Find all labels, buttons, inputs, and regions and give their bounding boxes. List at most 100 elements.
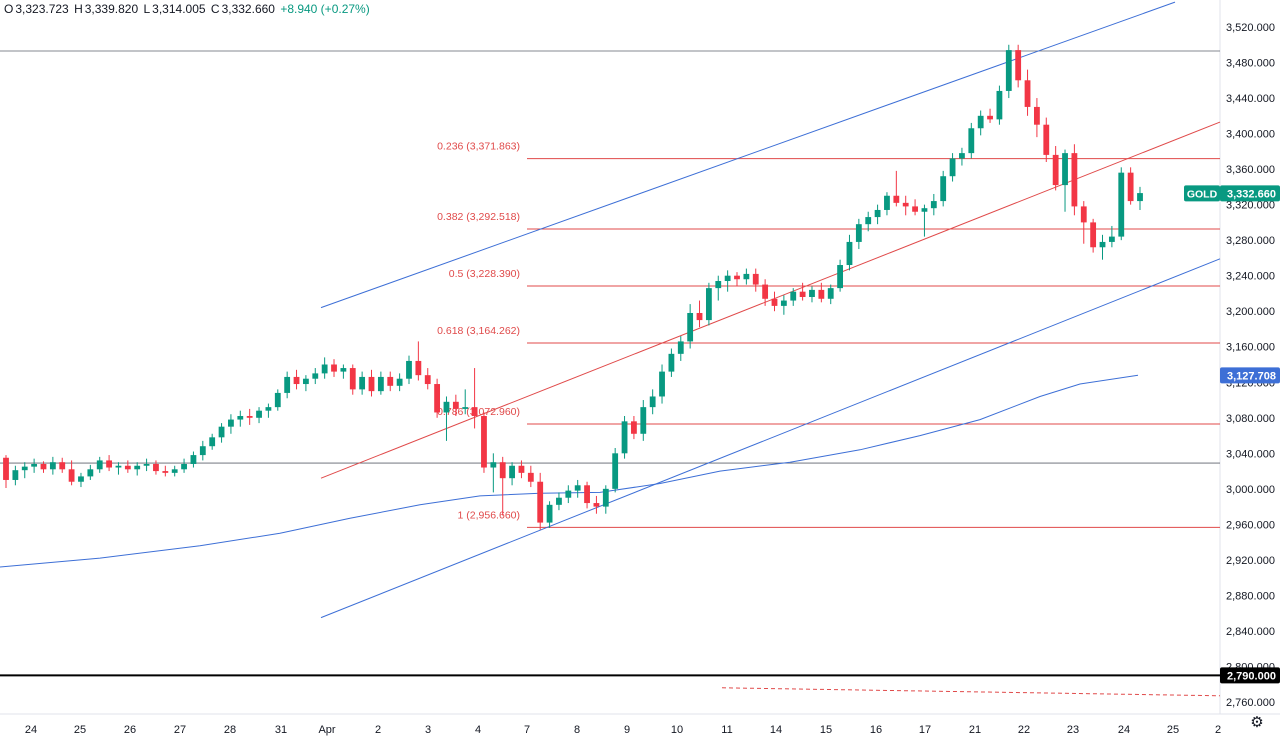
candle-body	[762, 284, 769, 299]
candle	[228, 414, 234, 434]
time-tick-label: 28	[224, 724, 236, 736]
candle-body	[237, 416, 244, 420]
moving-average-line	[0, 374, 1139, 568]
candle	[734, 272, 740, 287]
candle	[481, 412, 487, 473]
candle	[452, 394, 459, 417]
candle	[640, 400, 647, 441]
candle	[771, 291, 778, 312]
candle-body	[602, 488, 609, 507]
candle-body	[349, 368, 356, 390]
fib-level-label: 0.5 (3,228.390)	[449, 268, 520, 280]
candle	[865, 211, 872, 232]
candle	[415, 341, 422, 381]
candle-body	[415, 360, 422, 376]
candle-body	[584, 485, 590, 504]
candle	[134, 462, 141, 476]
ma-price-label: 3,127.708	[1227, 370, 1276, 382]
open-label: O	[4, 2, 14, 16]
fib-retracement: 0.236 (3,371.863) 0.382 (3,292.518) 0.5 (3…	[437, 141, 1220, 528]
candle	[1062, 149, 1068, 212]
candle	[359, 371, 366, 395]
price-tick-label: 3,480.000	[1226, 58, 1275, 70]
candle	[349, 364, 356, 395]
candle-body	[621, 421, 628, 454]
candle-body	[153, 463, 159, 472]
candle	[537, 472, 544, 530]
candle	[1080, 201, 1087, 244]
candle-body	[574, 485, 581, 491]
candle	[199, 440, 206, 461]
candle	[1005, 44, 1012, 99]
channel-upper-line	[320, 1, 1176, 309]
symbol-tag: GOLD	[1187, 188, 1218, 200]
candle-body	[406, 360, 412, 379]
candle-body	[1118, 172, 1125, 237]
candle	[940, 170, 947, 207]
candle	[115, 462, 122, 475]
candle-body	[987, 115, 993, 120]
candle	[153, 460, 159, 475]
candle-body	[481, 416, 487, 468]
candle	[265, 403, 272, 418]
candle	[302, 375, 309, 392]
candle-body	[302, 378, 309, 385]
low-label: L	[143, 2, 151, 16]
candle	[368, 369, 375, 397]
time-tick-label: 11	[721, 724, 732, 736]
candle-body	[124, 465, 131, 470]
candle-body	[387, 376, 394, 386]
candle	[462, 389, 469, 415]
price-axis: 3,520.000 3,480.000 3,440.000 3,400.000 3,36…	[1226, 22, 1275, 709]
gear-icon[interactable]: ⚙	[1250, 714, 1264, 731]
candle	[687, 304, 694, 349]
price-tick-label: 2,840.000	[1226, 626, 1275, 638]
candle	[1127, 167, 1134, 205]
candle	[21, 462, 28, 479]
candle	[677, 336, 684, 361]
candle	[1137, 186, 1143, 210]
candle-body	[809, 289, 815, 297]
candle	[724, 270, 731, 292]
candle-body	[331, 364, 337, 372]
candle	[602, 485, 609, 514]
candle	[837, 259, 844, 292]
price-tick-label: 3,160.000	[1226, 342, 1275, 354]
candle	[1015, 44, 1022, 88]
candle-body	[902, 202, 909, 207]
candle-body	[921, 208, 928, 212]
candle	[705, 282, 712, 326]
candle	[106, 455, 112, 472]
candle-body	[424, 375, 431, 385]
dashed-trend-line	[721, 687, 1221, 697]
candle-body	[31, 463, 38, 467]
candle-body	[893, 195, 900, 203]
time-tick-label: Apr	[318, 724, 335, 736]
candle-body	[293, 376, 300, 385]
candle-body	[190, 455, 197, 464]
change-value: +8.940 (+0.27%)	[280, 2, 370, 16]
candle-body	[359, 376, 366, 390]
candle-body	[612, 453, 619, 489]
last-price-label-bg	[1220, 185, 1280, 202]
time-tick-label: 10	[671, 724, 683, 736]
candle	[1043, 117, 1050, 162]
candle	[855, 218, 862, 250]
candle-body	[1108, 236, 1115, 242]
candle-body	[556, 497, 562, 505]
candle	[143, 458, 150, 472]
candle	[780, 295, 787, 315]
candle-body	[509, 465, 515, 479]
candle-body	[518, 465, 525, 473]
candle	[181, 458, 187, 473]
price-tick-label: 3,080.000	[1226, 413, 1275, 425]
time-tick-label: 3	[425, 724, 431, 736]
high-value: 3,339.820	[84, 2, 139, 16]
close-label: C	[210, 2, 220, 16]
candle-body	[462, 407, 469, 409]
time-tick-label: 14	[770, 724, 782, 736]
time-tick-label: 7	[524, 724, 530, 736]
candle-body	[874, 209, 881, 218]
price-tick-label: 3,200.000	[1226, 306, 1275, 318]
